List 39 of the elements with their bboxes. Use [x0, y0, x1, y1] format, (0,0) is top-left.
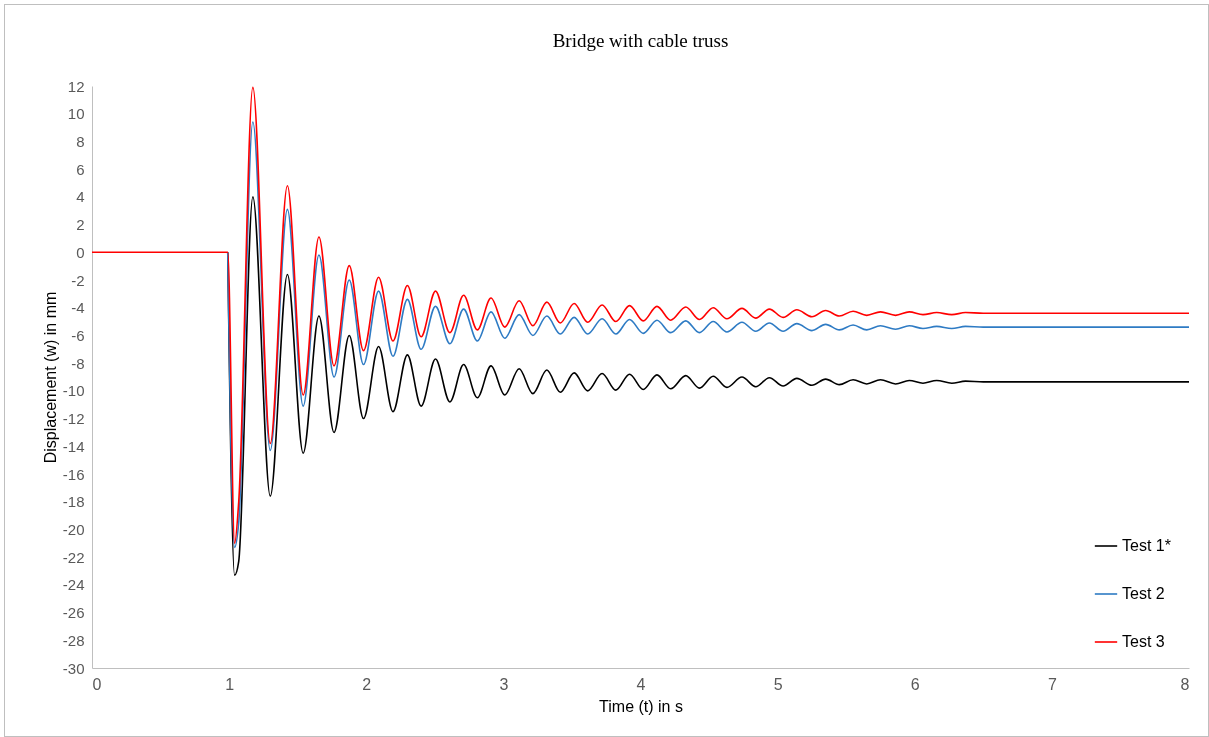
x-tick-label: 1	[225, 675, 235, 693]
y-tick-label: -24	[62, 576, 85, 594]
y-tick-label: 6	[76, 160, 85, 178]
x-tick-label: 4	[636, 675, 646, 693]
y-tick-label: -20	[62, 520, 85, 538]
y-tick-label: -18	[62, 493, 85, 511]
y-tick-label: -2	[71, 271, 85, 289]
y-tick-label: -26	[62, 604, 85, 622]
y-tick-label: -30	[62, 659, 85, 677]
x-tick-label: 5	[773, 675, 783, 693]
x-tick-label: 7	[1047, 675, 1057, 693]
x-tick-label: 3	[499, 675, 509, 693]
line-series	[226, 121, 1190, 549]
x-tick-label: 2	[362, 675, 372, 693]
y-tick-label: 12	[67, 77, 85, 95]
y-axis-title: Displacement (w) in mm	[41, 291, 59, 464]
x-tick-label: 6	[910, 675, 920, 693]
x-tick-label: 0	[92, 675, 102, 693]
y-tick-label: -22	[62, 548, 85, 566]
line-series	[226, 196, 1190, 576]
y-tick-label: -14	[62, 437, 85, 455]
x-axis-title: Time (t) in s	[599, 697, 683, 715]
y-tick-label: -28	[62, 631, 85, 649]
y-tick-label: 2	[76, 216, 85, 234]
y-tick-label: -16	[62, 465, 85, 483]
y-tick-label: -4	[71, 299, 85, 317]
y-tick-label: -10	[62, 382, 85, 400]
y-tick-label: -8	[71, 354, 85, 372]
y-tick-label: -12	[62, 410, 85, 428]
legend-label: Test 1*	[1122, 537, 1171, 554]
y-tick-label: 10	[67, 105, 85, 123]
legend-label: Test 2	[1122, 585, 1165, 602]
y-tick-label: 8	[76, 132, 85, 150]
chart-title: Bridge with cable truss	[552, 30, 729, 51]
y-tick-label: 4	[76, 188, 85, 206]
x-tick-label: 8	[1180, 675, 1190, 693]
y-tick-label: -6	[71, 326, 85, 344]
y-tick-label: 0	[76, 243, 85, 261]
legend-label: Test 3	[1122, 633, 1165, 650]
